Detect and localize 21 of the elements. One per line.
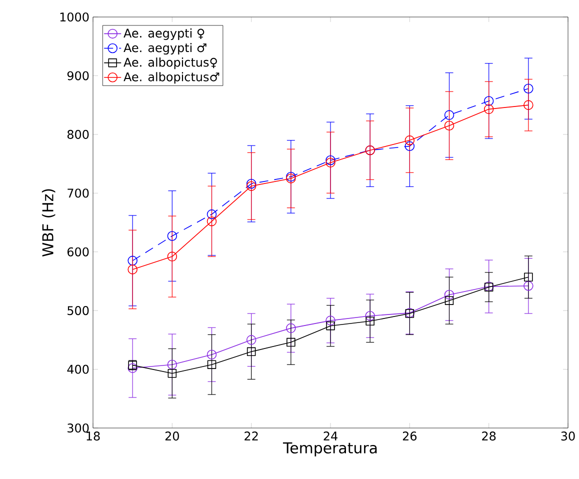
y-tick-label: 800 bbox=[67, 130, 89, 139]
y-tick-label: 700 bbox=[68, 188, 89, 198]
x-tick-label: 26 bbox=[402, 432, 417, 441]
x-tick-label: 24 bbox=[324, 432, 338, 440]
legend-label: Ae. aegypti ♀ bbox=[124, 28, 204, 40]
x-tick-label: 18 bbox=[86, 432, 100, 441]
legend-label: Ae. albopictus♀ bbox=[124, 58, 217, 70]
x-tick-label: 22 bbox=[244, 432, 258, 440]
legend-label: Ae. albopictus♂ bbox=[124, 72, 220, 84]
y-tick-label: 300 bbox=[68, 423, 89, 433]
x-tick-label: 30 bbox=[561, 432, 575, 441]
y-axis-title: WBF (Hz) bbox=[42, 189, 56, 257]
y-tick-label: 500 bbox=[68, 306, 89, 316]
x-axis-title: Temperatura bbox=[282, 442, 377, 456]
x-tick-label: 28 bbox=[482, 432, 496, 441]
y-tick-label: 600 bbox=[67, 247, 89, 256]
legend-label: Ae. aegypti ♂ bbox=[124, 42, 206, 55]
y-tick-label: 900 bbox=[67, 71, 89, 80]
y-tick-label: 1000 bbox=[60, 12, 89, 22]
x-tick-label: 20 bbox=[165, 432, 179, 441]
y-tick-label: 400 bbox=[67, 364, 89, 374]
